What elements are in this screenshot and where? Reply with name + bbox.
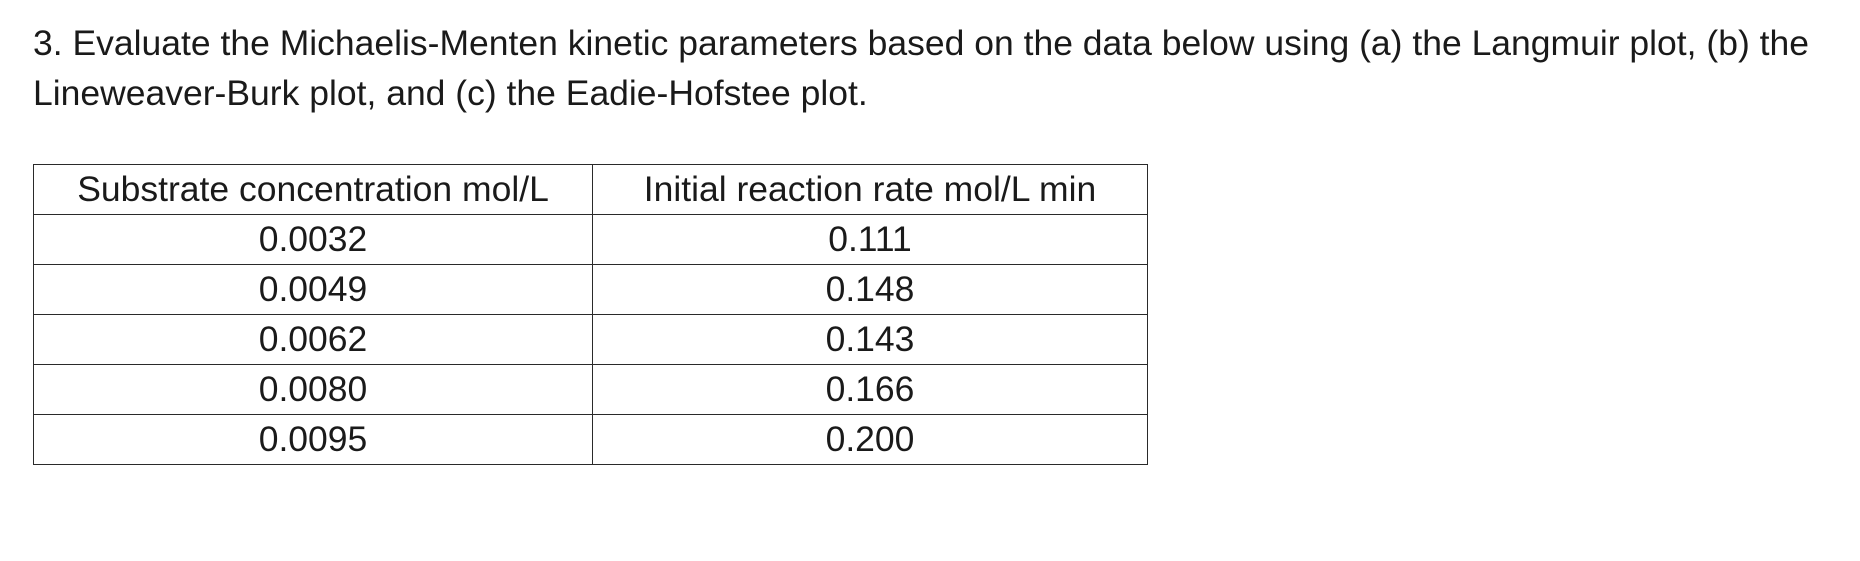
table-row: 0.0049 0.148 [33, 264, 1148, 315]
initial-rate-cell: 0.200 [592, 414, 1148, 465]
initial-rate-cell: 0.148 [592, 264, 1148, 315]
initial-reaction-rate-header: Initial reaction rate mol/L min [592, 164, 1148, 215]
kinetics-data-table: Substrate concentration mol/L Initial re… [33, 164, 1148, 465]
table-row: 0.0080 0.166 [33, 364, 1148, 415]
table-row: 0.0032 0.111 [33, 214, 1148, 265]
table-row: 0.0062 0.143 [33, 314, 1148, 365]
substrate-concentration-cell: 0.0049 [33, 264, 593, 315]
initial-rate-cell: 0.111 [592, 214, 1148, 265]
initial-rate-cell: 0.143 [592, 314, 1148, 365]
substrate-concentration-header: Substrate concentration mol/L [33, 164, 593, 215]
initial-rate-cell: 0.166 [592, 364, 1148, 415]
substrate-concentration-cell: 0.0032 [33, 214, 593, 265]
substrate-concentration-cell: 0.0062 [33, 314, 593, 365]
problem-statement: 3. Evaluate the Michaelis-Menten kinetic… [33, 23, 1809, 113]
table-header-row: Substrate concentration mol/L Initial re… [33, 164, 1148, 215]
substrate-concentration-cell: 0.0095 [33, 414, 593, 465]
substrate-concentration-cell: 0.0080 [33, 364, 593, 415]
table-row: 0.0095 0.200 [33, 414, 1148, 465]
